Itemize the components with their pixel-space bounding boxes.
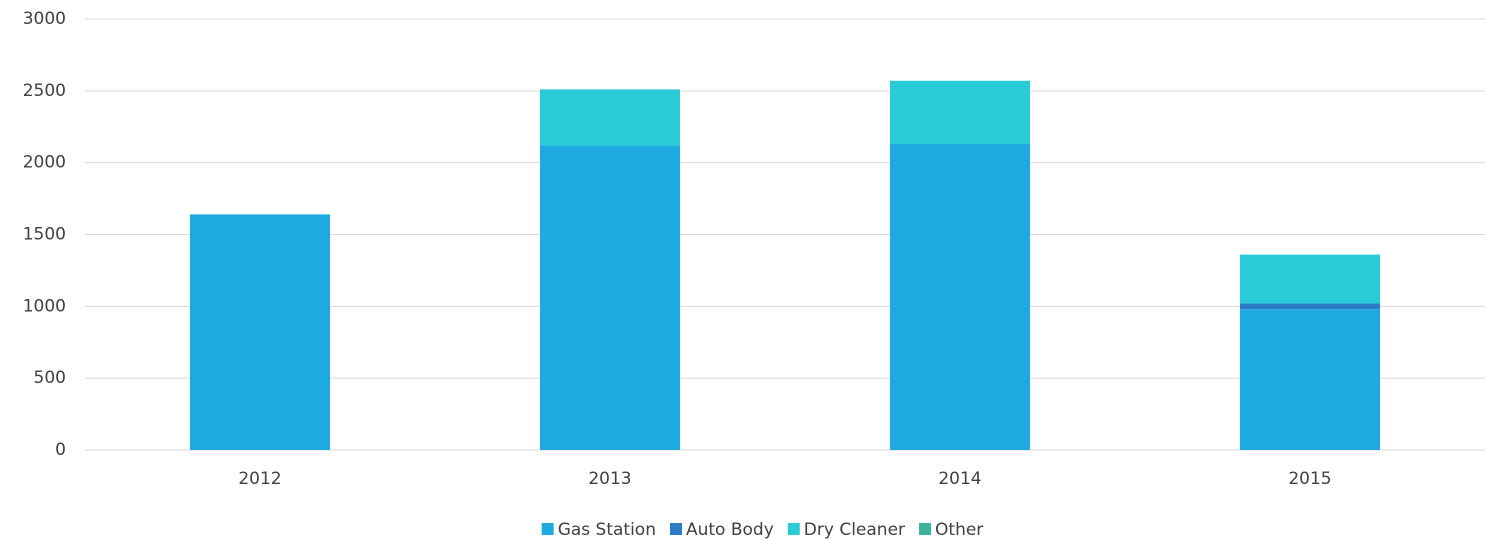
legend-label: Gas Station <box>558 520 656 540</box>
y-tick-label: 1000 <box>23 296 66 316</box>
x-tick-label: 2012 <box>238 469 281 489</box>
legend-swatch <box>787 523 800 535</box>
legend-swatch <box>541 523 554 535</box>
bar-segment <box>540 145 680 450</box>
x-tick-label: 2015 <box>1288 469 1331 489</box>
bar-segment <box>1240 254 1380 304</box>
y-tick-label: 3000 <box>23 9 66 29</box>
bar-segment <box>1240 309 1380 450</box>
y-tick-label: 1500 <box>23 225 66 245</box>
bar-segment <box>1240 303 1380 310</box>
x-tick-label: 2013 <box>588 469 631 489</box>
bar-segment <box>190 214 330 450</box>
legend-swatch <box>919 523 932 535</box>
legend-label: Dry Cleaner <box>804 520 905 540</box>
y-tick-label: 2000 <box>23 153 66 173</box>
y-tick-label: 2500 <box>23 81 66 101</box>
legend-swatch <box>669 523 682 535</box>
y-tick-label: 500 <box>34 368 66 388</box>
x-tick-label: 2014 <box>938 469 981 489</box>
bar-segment <box>890 143 1030 451</box>
bar-segment <box>540 89 680 146</box>
y-tick-label: 0 <box>55 440 66 460</box>
legend-label: Auto Body <box>686 520 774 540</box>
bar-segment <box>890 80 1030 144</box>
legend-label: Other <box>935 520 983 540</box>
